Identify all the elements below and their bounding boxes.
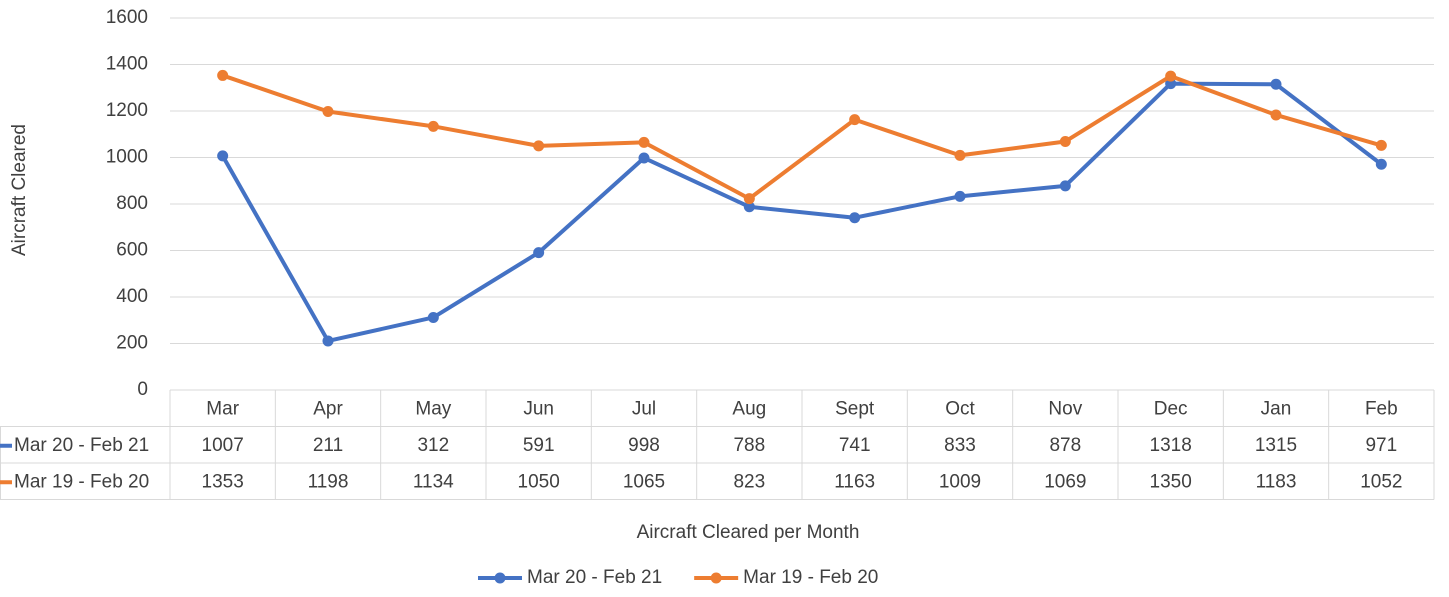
x-tick-label: Oct	[945, 398, 975, 419]
y-tick-label: 1200	[106, 100, 148, 121]
data-point	[849, 212, 861, 224]
y-tick-label: 400	[116, 286, 148, 307]
table-cell: 1183	[1256, 471, 1297, 492]
x-tick-label: Jun	[523, 398, 554, 419]
table-cell: 741	[839, 435, 871, 456]
x-axis-title: Aircraft Cleared per Month	[637, 522, 860, 543]
data-point	[217, 150, 229, 162]
table-cell: 1353	[202, 471, 244, 492]
table-cell: 998	[628, 435, 660, 456]
table-cell: 1065	[623, 471, 665, 492]
legend-label: Mar 19 - Feb 20	[743, 567, 878, 588]
x-tick-label: Mar	[206, 398, 239, 419]
x-tick-label: Jul	[632, 398, 656, 419]
table-cell: 878	[1049, 435, 1081, 456]
table-cell: 1134	[413, 471, 454, 492]
table-series-name: Mar 20 - Feb 21	[14, 435, 149, 456]
table-series-name: Mar 19 - Feb 20	[14, 471, 149, 492]
table-cell: 1318	[1150, 435, 1192, 456]
x-tick-label: Aug	[732, 398, 766, 419]
table-cell: 1198	[308, 471, 349, 492]
data-point	[743, 193, 755, 205]
table-cell: 1315	[1255, 435, 1297, 456]
table-cell: 312	[417, 435, 449, 456]
table-cell: 1009	[939, 471, 981, 492]
legend-key-marker	[494, 572, 506, 584]
data-point	[743, 201, 755, 213]
data-point	[1059, 135, 1071, 147]
series-line	[222, 73, 1382, 201]
data-point	[1270, 109, 1282, 121]
data-point	[1375, 139, 1387, 151]
table-cell: 1052	[1360, 471, 1402, 492]
y-tick-label: 1600	[106, 7, 148, 28]
x-tick-label: Jan	[1261, 398, 1292, 419]
table-cell: 1007	[202, 435, 244, 456]
data-point	[849, 114, 861, 126]
table-cell: 823	[733, 471, 765, 492]
data-point	[1270, 78, 1282, 90]
table-cell: 1069	[1044, 471, 1086, 492]
x-tick-label: Nov	[1048, 398, 1082, 419]
table-cell: 1050	[518, 471, 560, 492]
data-point	[954, 190, 966, 202]
data-point	[533, 140, 545, 152]
table-cell: 1350	[1150, 471, 1192, 492]
table-cell: 788	[733, 435, 765, 456]
y-tick-label: 200	[116, 333, 148, 354]
data-point	[427, 120, 439, 132]
y-axis-title: Aircraft Cleared	[9, 124, 30, 256]
x-tick-label: Apr	[313, 398, 343, 419]
table-cell: 591	[523, 435, 555, 456]
x-tick-label: Sept	[835, 398, 875, 419]
data-point	[217, 69, 229, 81]
data-point	[638, 136, 650, 148]
data-point	[1165, 70, 1177, 82]
table-cell: 833	[944, 435, 976, 456]
data-point	[427, 311, 439, 323]
data-point	[533, 247, 545, 259]
y-tick-label: 800	[116, 193, 148, 214]
x-tick-label: May	[415, 398, 451, 419]
legend-key-marker	[710, 572, 722, 584]
table-cell: 1163	[834, 471, 875, 492]
data-point	[638, 152, 650, 164]
data-point	[322, 105, 334, 117]
y-tick-label: 600	[116, 240, 148, 261]
table-cell: 971	[1365, 435, 1397, 456]
x-tick-label: Feb	[1365, 398, 1398, 419]
y-tick-label: 1000	[106, 147, 148, 168]
y-tick-label: 0	[137, 379, 148, 400]
table-cell: 211	[313, 435, 343, 456]
data-point	[322, 335, 334, 347]
legend-label: Mar 20 - Feb 21	[527, 567, 662, 588]
x-tick-label: Dec	[1154, 398, 1188, 419]
data-point	[954, 149, 966, 161]
y-tick-label: 1400	[106, 54, 148, 75]
data-point	[1375, 158, 1387, 170]
data-point	[1059, 180, 1071, 192]
